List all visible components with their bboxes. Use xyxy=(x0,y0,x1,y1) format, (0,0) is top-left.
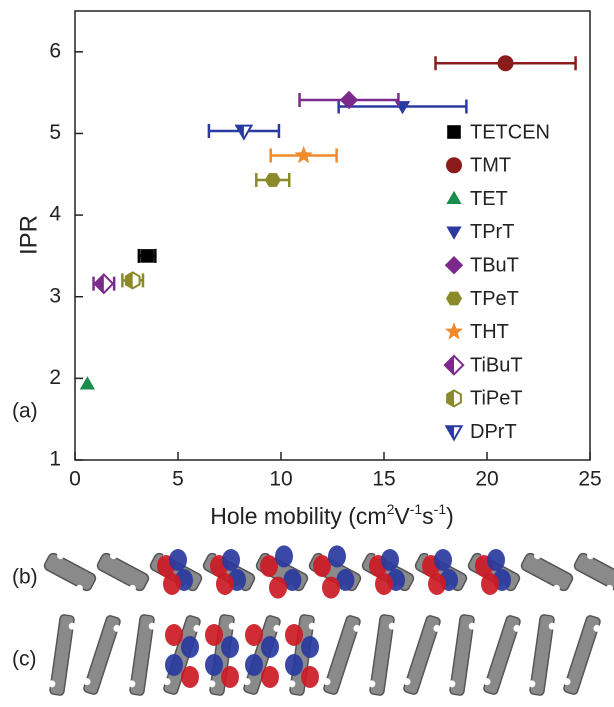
legend-label: TETCEN xyxy=(470,121,550,143)
marker xyxy=(140,249,154,263)
marker xyxy=(498,55,514,71)
orbital-lobe xyxy=(216,573,234,595)
orbital-lobe xyxy=(275,545,293,567)
marker xyxy=(447,125,461,139)
legend-label: TPrT xyxy=(470,221,514,243)
orbital-lobe xyxy=(222,549,240,571)
orbital-lobe xyxy=(328,545,346,567)
x-label-part: ) xyxy=(446,503,454,529)
orbital-lobe xyxy=(285,654,303,676)
x-label-sup: -1 xyxy=(434,501,447,517)
x-axis-label: Hole mobility (cm2V-1s-1) xyxy=(210,501,454,529)
x-tick-label: 10 xyxy=(269,468,292,491)
orbital-lobe xyxy=(301,666,319,688)
orbital-lobe xyxy=(245,654,263,676)
molecule xyxy=(47,614,77,696)
legend-label: TET xyxy=(470,188,508,210)
molecule-body xyxy=(96,552,150,592)
orbital-lobe xyxy=(481,573,499,595)
orbital-lobe xyxy=(322,577,340,599)
orbital-lobe xyxy=(285,624,303,646)
orbital-lobe xyxy=(428,573,446,595)
molecule xyxy=(481,614,524,696)
panel-label: (c) xyxy=(12,648,37,671)
legend-label: THT xyxy=(470,321,509,343)
molecule xyxy=(527,614,557,696)
orbital-lobe xyxy=(301,636,319,658)
legend-label: TiPeT xyxy=(470,388,523,410)
legend-label: DPrT xyxy=(470,421,517,443)
y-tick-label: 1 xyxy=(49,448,61,471)
molecule xyxy=(401,614,444,696)
molecule-body xyxy=(520,552,574,592)
orbital-lobe xyxy=(169,549,187,571)
orbital-lobe xyxy=(245,624,263,646)
orbital-lobe xyxy=(261,636,279,658)
x-label-part: Hole mobility (cm xyxy=(210,503,386,529)
y-tick-label: 3 xyxy=(49,284,61,307)
x-tick-label: 15 xyxy=(372,468,395,491)
molecule xyxy=(94,548,153,596)
orbital-lobe xyxy=(165,624,183,646)
marker xyxy=(295,146,313,163)
x-tick-label: 20 xyxy=(475,468,498,491)
orbital-lobe xyxy=(165,654,183,676)
legend-label: TBuT xyxy=(470,254,519,276)
x-tick-label: 0 xyxy=(69,468,81,491)
orbital-lobe xyxy=(487,549,505,571)
molecule xyxy=(447,614,477,696)
molecule xyxy=(367,614,397,696)
orbital-lobe xyxy=(375,573,393,595)
orbital-lobe xyxy=(221,636,239,658)
legend-label: TPeT xyxy=(470,288,519,310)
orbital-lobe xyxy=(181,636,199,658)
orbital-lobe xyxy=(381,549,399,571)
legend-label: TiBuT xyxy=(470,354,523,376)
marker xyxy=(445,322,463,339)
molecule xyxy=(571,548,614,596)
y-tick-label: 4 xyxy=(49,203,61,226)
x-tick-label: 5 xyxy=(172,468,184,491)
y-tick-label: 5 xyxy=(49,121,61,144)
orbital-lobe xyxy=(221,666,239,688)
marker xyxy=(446,191,461,204)
panel-label: (a) xyxy=(12,400,38,423)
molecule xyxy=(127,614,157,696)
marker xyxy=(446,227,461,240)
molecule xyxy=(41,548,100,596)
orbital-lobe xyxy=(205,624,223,646)
molecule xyxy=(518,548,577,596)
figure: IPR Hole mobility (cm2V-1s-1) (a) (b) (c… xyxy=(0,0,614,707)
orbital-lobe xyxy=(261,666,279,688)
y-axis-label: IPR xyxy=(15,215,42,255)
molecule xyxy=(321,614,364,696)
x-label-sup: 2 xyxy=(387,501,395,517)
molecule-body xyxy=(43,552,97,592)
x-label-sup: -1 xyxy=(410,501,423,517)
panel-label: (b) xyxy=(12,566,38,589)
molecule xyxy=(561,614,604,696)
y-tick-label: 2 xyxy=(49,366,61,389)
orbital-lobe xyxy=(163,573,181,595)
orbital-lobe xyxy=(269,577,287,599)
orbital-lobe xyxy=(181,666,199,688)
marker xyxy=(446,292,462,306)
marker xyxy=(445,256,463,274)
x-label-part: V xyxy=(394,503,410,529)
marker xyxy=(446,157,462,173)
x-label-part: s xyxy=(422,503,434,529)
orbital-lobe xyxy=(205,654,223,676)
marker xyxy=(265,173,281,187)
x-tick-label: 25 xyxy=(578,468,601,491)
legend-label: TMT xyxy=(470,155,511,177)
y-tick-label: 6 xyxy=(49,39,61,62)
molecule xyxy=(81,614,124,696)
orbital-lobe xyxy=(434,549,452,571)
